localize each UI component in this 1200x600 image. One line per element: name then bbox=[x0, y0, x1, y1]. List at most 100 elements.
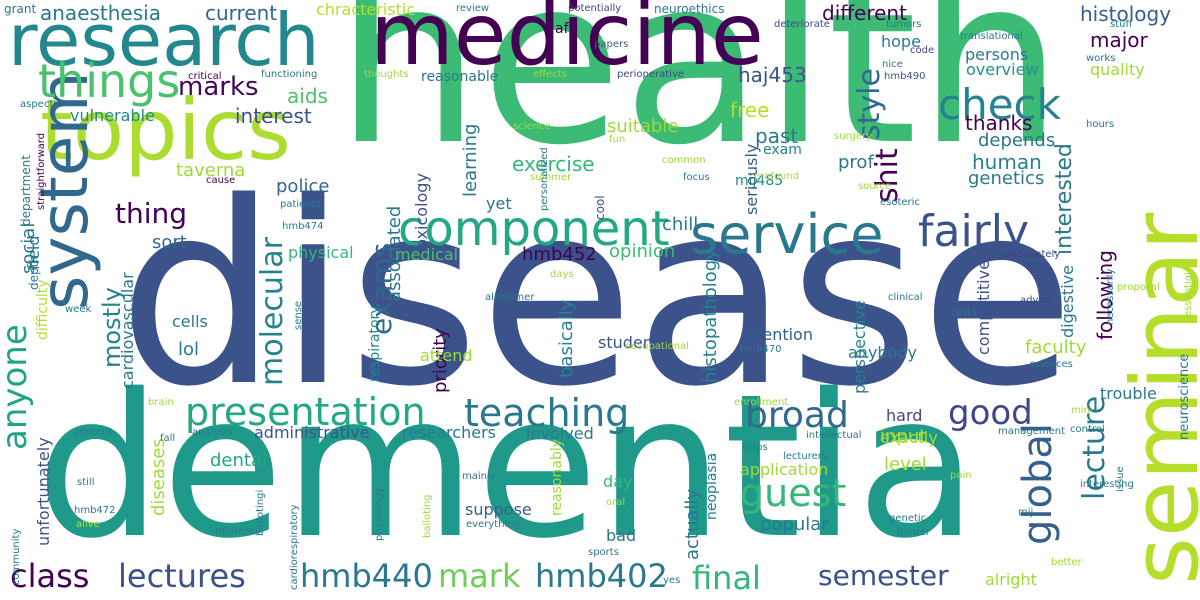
word-difficulty: difficulty bbox=[35, 279, 51, 340]
word-personalized: personalized bbox=[539, 147, 550, 211]
word-bad: bad bbox=[606, 526, 637, 545]
word-broad: broad bbox=[745, 395, 849, 436]
word-profound: profound bbox=[754, 171, 800, 182]
word-cells: cells bbox=[172, 312, 208, 331]
word-genetic: genetic bbox=[889, 513, 927, 524]
word-patients: patients bbox=[280, 199, 321, 210]
word-common: common bbox=[662, 155, 706, 166]
word-perioperative: perioperative bbox=[617, 69, 685, 80]
word-sense: sense bbox=[293, 300, 304, 330]
word-papers: papers bbox=[594, 39, 629, 50]
word-physical: physical bbox=[288, 243, 354, 262]
word-style: style bbox=[852, 68, 887, 140]
word-persons: persons bbox=[965, 45, 1029, 64]
word-dementia: dementia bbox=[36, 351, 978, 582]
word-potentially: potentially bbox=[568, 3, 622, 14]
word-everything: everything bbox=[466, 519, 520, 530]
word-overview: overview bbox=[966, 60, 1039, 79]
word-histopathology: histopathology bbox=[700, 249, 721, 383]
word-global: global bbox=[1015, 423, 1061, 545]
word-application: application bbox=[740, 460, 829, 479]
word-popular: popular bbox=[760, 514, 829, 535]
word-day: day bbox=[603, 472, 633, 491]
word-clinical: clinical bbox=[888, 292, 923, 303]
word-ballotingi: ballotingi bbox=[255, 489, 266, 536]
word-dental: dental bbox=[210, 450, 267, 471]
word-researchers: researchers bbox=[402, 423, 496, 442]
word-police: police bbox=[276, 176, 330, 197]
word-hmb472: hmb472 bbox=[74, 505, 116, 516]
word-effects: effects bbox=[533, 69, 567, 80]
word-final: final bbox=[692, 559, 761, 597]
word-cardiorespiratory: cardiorespiratory bbox=[289, 504, 300, 591]
word-days: days bbox=[550, 269, 574, 280]
word-pain: pain bbox=[950, 470, 972, 481]
word-hmb452: hmb452 bbox=[522, 244, 597, 265]
word-research: research bbox=[8, 0, 320, 82]
word-health: health bbox=[335, 0, 1064, 196]
word-hmb490: hmb490 bbox=[884, 71, 926, 82]
word-interest: interest bbox=[235, 104, 312, 128]
word-grant: grant bbox=[4, 2, 37, 16]
word-chill: chill bbox=[662, 214, 699, 235]
word-medicine: medicine bbox=[370, 0, 764, 85]
word-medical: medical bbox=[395, 245, 459, 264]
word-stem: stem bbox=[301, 336, 317, 372]
word-critical: critical bbox=[188, 71, 222, 82]
word-nice: nice bbox=[882, 59, 903, 70]
word-summer: summer bbox=[530, 172, 572, 183]
word-mij: mij bbox=[1018, 507, 1034, 518]
word-alive: alive bbox=[76, 519, 100, 530]
word-deteriorate: deteriorate bbox=[774, 19, 830, 30]
word-administrative: administrative bbox=[254, 423, 370, 442]
word-balloting: balloting bbox=[422, 494, 433, 538]
word-review: review bbox=[456, 3, 490, 14]
word-reasonable: reasonable bbox=[421, 69, 499, 85]
word-code: code bbox=[910, 45, 935, 56]
word-hmb402: hmb402 bbox=[535, 557, 668, 595]
word-oral: oral bbox=[606, 497, 626, 508]
word-thing: thing bbox=[115, 197, 188, 230]
word-yes: yes bbox=[663, 575, 681, 586]
word-service: service bbox=[690, 203, 884, 266]
word-vulnerable: vulnerable bbox=[70, 106, 155, 125]
word-guest: guest bbox=[740, 471, 847, 515]
word-things: things bbox=[38, 54, 181, 108]
word-genetics: genetics bbox=[968, 168, 1045, 189]
word-suitable: suitable bbox=[607, 116, 679, 137]
word-fun: fun bbox=[609, 134, 626, 145]
word-exercise: exercise bbox=[512, 152, 595, 176]
word-semester: semester bbox=[818, 559, 949, 592]
word-fairly: fairly bbox=[918, 206, 1030, 257]
word-exam: exam bbox=[763, 142, 802, 158]
word-control: control bbox=[1070, 424, 1105, 435]
word-learning: learning bbox=[460, 123, 481, 197]
word-source: source bbox=[858, 181, 892, 192]
word-thanks: thanks bbox=[965, 111, 1033, 135]
word-straightforward: straightforward bbox=[36, 132, 47, 210]
word-teaching: teaching bbox=[464, 391, 630, 435]
word-topics: topics bbox=[40, 81, 291, 179]
word-alzheimer: alzheimer bbox=[485, 292, 535, 303]
word-intellectual: intellectual bbox=[806, 430, 862, 441]
word-sciences: sciences bbox=[1030, 359, 1073, 370]
word-focus: focus bbox=[683, 172, 710, 183]
word-midterm: midterm bbox=[215, 526, 258, 537]
word-occupational: occupational bbox=[625, 341, 689, 352]
word-fall: fall bbox=[160, 433, 176, 444]
word-works: works bbox=[1086, 53, 1116, 64]
word-harder: harder bbox=[897, 527, 931, 538]
word-lol: lol bbox=[178, 339, 200, 360]
word-reasonably: reasonably bbox=[549, 438, 565, 516]
word-advice: advice bbox=[1020, 295, 1053, 306]
word-check: check bbox=[938, 80, 1061, 129]
word-adequately: adequately bbox=[1004, 249, 1061, 260]
word-aids: aids bbox=[287, 84, 328, 108]
word-department: department bbox=[19, 155, 33, 226]
word-anyone: anyone bbox=[0, 324, 35, 450]
word-esoteric: esoteric bbox=[880, 197, 920, 208]
word-sports: sports bbox=[588, 547, 619, 558]
word-toxicology: toxicology bbox=[412, 173, 431, 255]
word-chracteristic: chracteristic bbox=[316, 0, 416, 19]
